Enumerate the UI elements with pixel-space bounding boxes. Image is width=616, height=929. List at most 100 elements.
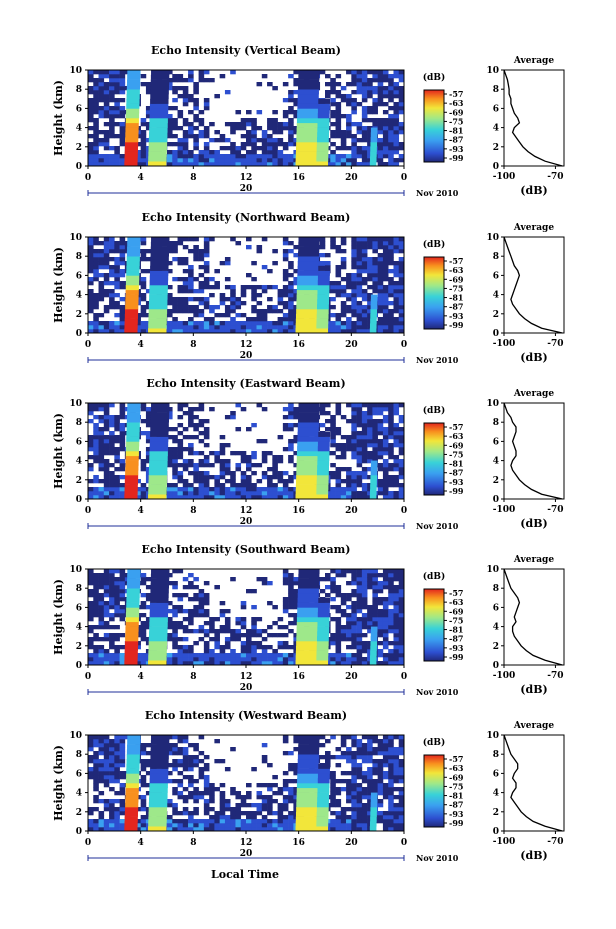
rain-shaft-cell bbox=[317, 465, 329, 471]
rain-shaft-cell bbox=[295, 494, 317, 500]
heatmap-cell bbox=[172, 629, 178, 634]
heatmap-cell bbox=[224, 479, 231, 484]
heatmap-cell bbox=[319, 577, 326, 582]
heatmap-cell bbox=[88, 98, 94, 103]
heatmap-cell bbox=[135, 495, 141, 500]
heatmap-cell bbox=[261, 130, 268, 135]
heatmap-cell bbox=[93, 146, 99, 151]
heatmap-cell bbox=[172, 827, 178, 832]
heatmap-cell bbox=[119, 122, 126, 127]
heatmap-cell bbox=[351, 293, 357, 298]
heatmap-cell bbox=[98, 735, 105, 740]
heatmap-cell bbox=[93, 253, 99, 258]
heatmap-cell bbox=[246, 811, 252, 816]
heatmap-cell bbox=[203, 321, 210, 326]
heatmap-cell bbox=[356, 495, 363, 500]
heatmap-cell bbox=[293, 613, 299, 618]
heatmap-cell bbox=[272, 455, 278, 460]
heatmap-cell bbox=[172, 451, 178, 456]
heatmap-cell bbox=[188, 487, 194, 492]
heatmap-cell bbox=[193, 787, 199, 792]
colorbar-tick-label: -69 bbox=[449, 606, 464, 616]
heatmap-cell bbox=[382, 126, 389, 131]
rain-shaft-cell bbox=[297, 261, 319, 267]
heatmap-cell bbox=[367, 431, 373, 436]
heatmap-cell bbox=[172, 463, 178, 468]
heatmap-cell bbox=[261, 309, 268, 314]
heatmap-cell bbox=[98, 653, 105, 658]
heatmap-cell bbox=[367, 82, 373, 87]
heatmap-cell bbox=[372, 90, 378, 95]
y-tick-label: 8 bbox=[76, 584, 82, 594]
heatmap-cell bbox=[335, 118, 342, 123]
heatmap-cell bbox=[356, 633, 363, 638]
heatmap-cell bbox=[388, 597, 394, 602]
profile-x-tick-label: -70 bbox=[547, 339, 563, 349]
heatmap-cell bbox=[209, 617, 215, 622]
heatmap-cell bbox=[224, 799, 231, 804]
rain-shaft-cell bbox=[296, 470, 318, 476]
heatmap-cell bbox=[172, 495, 178, 500]
heatmap-cell bbox=[377, 78, 384, 83]
heatmap-cell bbox=[367, 613, 373, 618]
colorbar-label: (dB) bbox=[423, 571, 445, 582]
heatmap-cell bbox=[356, 130, 363, 135]
rain-shaft-cell bbox=[296, 309, 318, 315]
heatmap-cell bbox=[93, 249, 99, 254]
heatmap-cell bbox=[388, 617, 394, 622]
heatmap-cell bbox=[251, 130, 257, 135]
heatmap-cell bbox=[361, 625, 368, 630]
heatmap-cell bbox=[319, 237, 326, 242]
heatmap-cell bbox=[167, 573, 173, 578]
date-day-label: 20 bbox=[240, 683, 253, 693]
heatmap-cell bbox=[393, 90, 400, 95]
heatmap-cell bbox=[335, 827, 342, 832]
heatmap-cell bbox=[188, 483, 194, 488]
heatmap-cell bbox=[256, 301, 263, 306]
heatmap-cell bbox=[188, 415, 194, 420]
heatmap-cell bbox=[198, 657, 205, 662]
heatmap-cell bbox=[188, 581, 194, 586]
heatmap-cell bbox=[198, 483, 205, 488]
heatmap-cell bbox=[103, 637, 110, 642]
heatmap-cell bbox=[219, 487, 226, 492]
rain-shaft-cell bbox=[124, 146, 138, 152]
heatmap-cell bbox=[288, 142, 294, 147]
heatmap-cell bbox=[361, 419, 368, 424]
heatmap-cell bbox=[203, 799, 210, 804]
heatmap-cell bbox=[351, 321, 357, 326]
heatmap-cell bbox=[172, 735, 178, 740]
heatmap-cell bbox=[393, 94, 400, 99]
heatmap-cell bbox=[393, 645, 400, 650]
heatmap-cell bbox=[182, 305, 189, 310]
heatmap-cell bbox=[267, 811, 273, 816]
profile-x-label: (dB) bbox=[520, 683, 547, 696]
heatmap-cell bbox=[177, 94, 184, 99]
heatmap-cell bbox=[356, 309, 363, 314]
heatmap-cell bbox=[388, 118, 394, 123]
rain-shaft-cell bbox=[126, 94, 140, 100]
heatmap-cell bbox=[267, 581, 273, 586]
heatmap-cell bbox=[214, 827, 220, 832]
heatmap-cell bbox=[346, 273, 352, 278]
heatmap-cell bbox=[188, 471, 194, 476]
heatmap-cell bbox=[340, 755, 347, 760]
heatmap-cell bbox=[103, 771, 110, 776]
heatmap-cell bbox=[361, 621, 368, 626]
heatmap-cell bbox=[398, 301, 405, 306]
heatmap-cell bbox=[325, 755, 331, 760]
rain-shaft-cell bbox=[317, 118, 330, 124]
heatmap-cell bbox=[340, 261, 347, 266]
heatmap-cell bbox=[361, 641, 368, 646]
heatmap-cell bbox=[325, 577, 331, 582]
profile-y-tick-label: 0 bbox=[493, 329, 499, 339]
heatmap-cell bbox=[377, 625, 384, 630]
heatmap-cell bbox=[261, 819, 268, 824]
rain-shaft-cell bbox=[148, 470, 168, 476]
rain-shaft-cell bbox=[316, 304, 329, 310]
heatmap-cell bbox=[377, 467, 384, 472]
heatmap-cell bbox=[98, 581, 105, 586]
heatmap-cell bbox=[335, 593, 342, 598]
heatmap-cell bbox=[372, 601, 378, 606]
heatmap-cell bbox=[246, 130, 252, 135]
